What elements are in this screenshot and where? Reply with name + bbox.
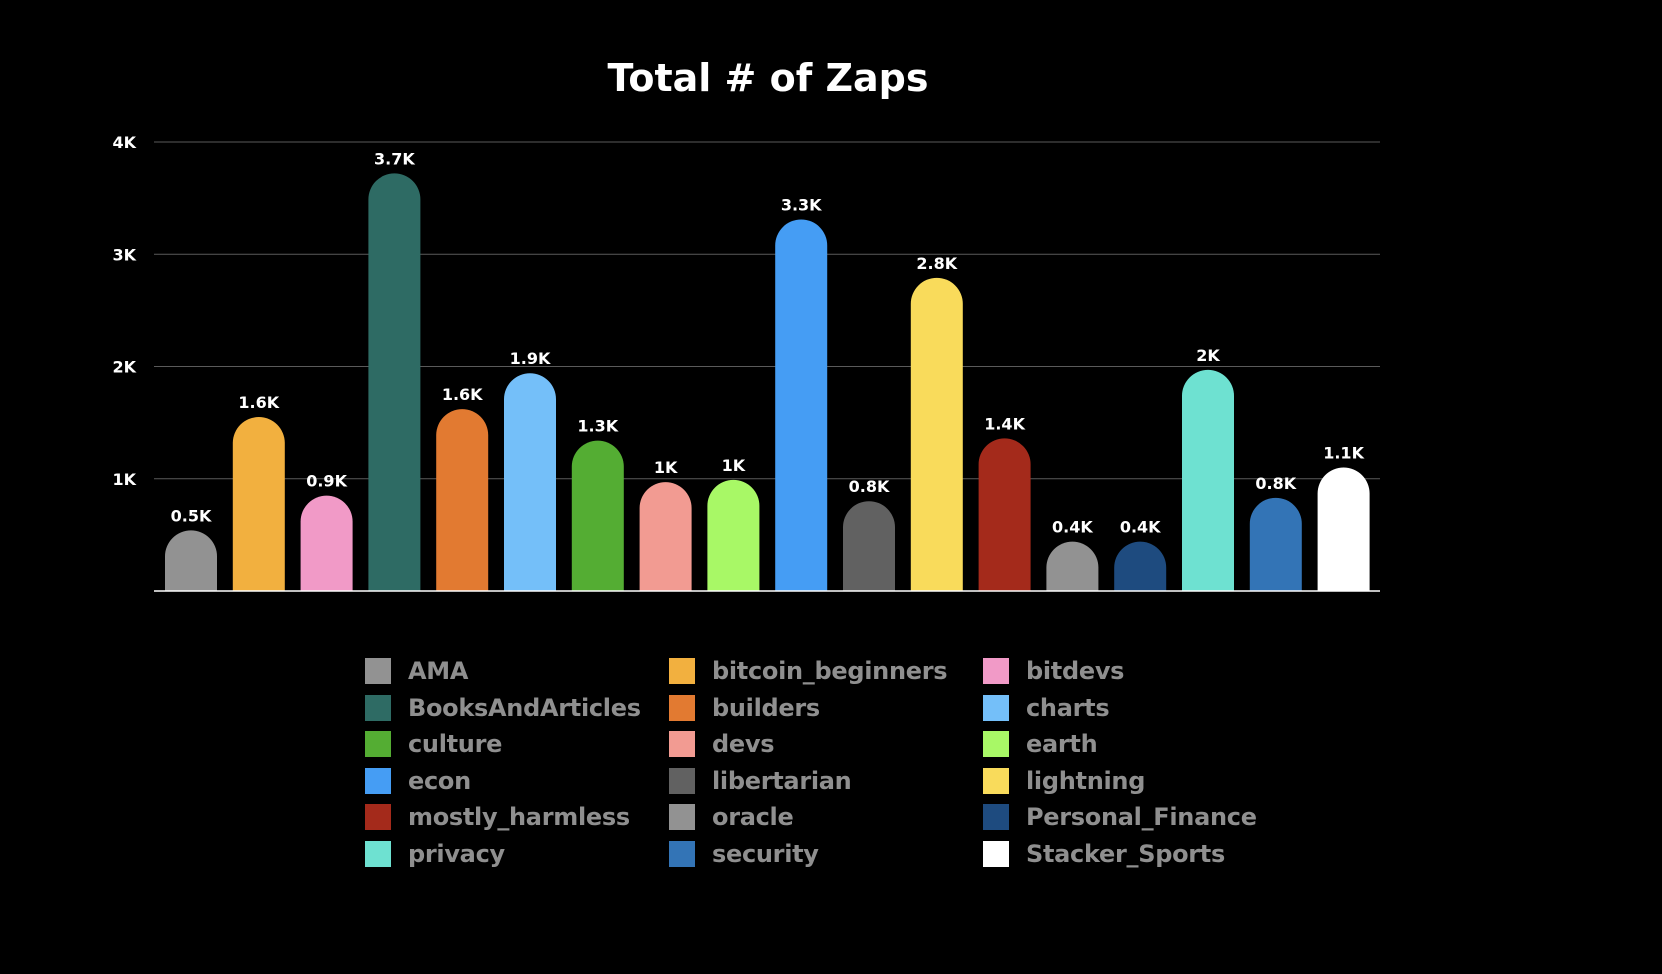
bar-builders xyxy=(436,409,489,591)
legend-item[interactable]: libertarian xyxy=(669,766,983,797)
data-label: 3.7K xyxy=(374,149,415,168)
data-label: 0.5K xyxy=(171,506,212,525)
legend-swatch xyxy=(983,731,1009,758)
legend-label: culture xyxy=(408,730,503,759)
legend-swatch xyxy=(983,694,1009,721)
legend-label: libertarian xyxy=(712,766,852,795)
data-label: 2K xyxy=(1196,346,1220,365)
data-label: 1.6K xyxy=(442,385,483,404)
legend-swatch xyxy=(669,840,695,867)
legend-item[interactable]: econ xyxy=(365,766,669,797)
bar-earth xyxy=(707,479,760,591)
legend-label: devs xyxy=(712,730,775,759)
bar-mostly_harmless xyxy=(978,438,1031,591)
legend-swatch xyxy=(669,804,695,831)
legend-item[interactable]: AMA xyxy=(365,656,669,687)
bar-BooksAndArticles xyxy=(368,173,421,591)
y-tick-label: 2K xyxy=(112,358,136,377)
data-label: 1.1K xyxy=(1323,444,1364,463)
bar-Stacker_Sports xyxy=(1317,467,1370,591)
legend-item[interactable]: earth xyxy=(983,729,1283,760)
legend-item[interactable]: Stacker_Sports xyxy=(983,839,1283,870)
legend-swatch xyxy=(365,767,391,794)
legend-item[interactable]: charts xyxy=(983,693,1283,724)
legend-swatch xyxy=(983,658,1009,685)
data-label: 0.8K xyxy=(849,477,890,496)
legend-label: builders xyxy=(712,693,820,722)
legend-swatch xyxy=(365,731,391,758)
bar-devs xyxy=(639,482,692,591)
legend-item[interactable]: bitcoin_beginners xyxy=(669,656,983,687)
data-label: 3.3K xyxy=(781,195,822,214)
legend-label: earth xyxy=(1026,730,1098,759)
bar-culture xyxy=(571,440,624,591)
legend-label: Personal_Finance xyxy=(1026,803,1257,832)
data-label: 0.4K xyxy=(1120,518,1161,537)
data-label: 1.6K xyxy=(238,393,279,412)
bar-chart: 1K 2K 3K 4K 0.5K 1.6K 0.9K 3.7K 1.6K 1.9K 1.3K 1K 1K… xyxy=(112,133,1380,592)
legend-label: bitcoin_beginners xyxy=(712,657,948,686)
y-tick-label: 1K xyxy=(112,470,136,489)
legend-item[interactable]: security xyxy=(669,839,983,870)
bar-lightning xyxy=(910,277,963,591)
legend-label: BooksAndArticles xyxy=(408,693,641,722)
legend-label: AMA xyxy=(408,657,469,686)
bar-econ xyxy=(775,219,828,591)
legend-item[interactable]: lightning xyxy=(983,766,1283,797)
data-label: 0.8K xyxy=(1255,474,1296,493)
legend: AMA bitcoin_beginners bitdevs BooksAndArtic… xyxy=(365,656,1283,869)
legend-swatch xyxy=(983,767,1009,794)
data-label: 1.4K xyxy=(984,414,1025,433)
legend-item[interactable]: BooksAndArticles xyxy=(365,693,669,724)
legend-label: mostly_harmless xyxy=(408,803,630,832)
legend-label: privacy xyxy=(408,839,505,868)
bar-bitdevs xyxy=(300,495,353,591)
legend-item[interactable]: privacy xyxy=(365,839,669,870)
data-label: 1.3K xyxy=(577,417,618,436)
legend-swatch xyxy=(365,840,391,867)
legend-label: security xyxy=(712,839,819,868)
bar-privacy xyxy=(1182,369,1234,591)
data-label: 2.8K xyxy=(916,254,957,273)
legend-label: econ xyxy=(408,766,471,795)
legend-label: lightning xyxy=(1026,766,1146,795)
chart-title: Total # of Zaps xyxy=(607,56,929,100)
legend-swatch xyxy=(365,658,391,685)
legend-label: oracle xyxy=(712,803,794,832)
legend-swatch xyxy=(983,804,1009,831)
legend-swatch xyxy=(983,840,1009,867)
legend-swatch xyxy=(669,767,695,794)
bar-bitcoin_beginners xyxy=(232,417,285,591)
legend-swatch xyxy=(365,804,391,831)
legend-item[interactable]: bitdevs xyxy=(983,656,1283,687)
data-label: 1.9K xyxy=(510,349,551,368)
bar-libertarian xyxy=(843,501,895,591)
bar-oracle xyxy=(1046,541,1099,591)
data-label: 0.4K xyxy=(1052,518,1093,537)
data-label: 1K xyxy=(722,456,746,475)
legend-swatch xyxy=(669,731,695,758)
legend-label: charts xyxy=(1026,693,1110,722)
legend-item[interactable]: builders xyxy=(669,693,983,724)
legend-swatch xyxy=(669,658,695,685)
y-tick-label: 3K xyxy=(112,245,136,264)
bar-AMA xyxy=(165,530,218,591)
y-tick-label: 4K xyxy=(112,133,136,152)
legend-item[interactable]: oracle xyxy=(669,802,983,833)
legend-label: Stacker_Sports xyxy=(1026,839,1225,868)
legend-item[interactable]: devs xyxy=(669,729,983,760)
data-label: 0.9K xyxy=(306,472,347,491)
bar-charts xyxy=(504,373,556,591)
legend-swatch xyxy=(365,694,391,721)
bar-security xyxy=(1249,497,1302,591)
legend-item[interactable]: mostly_harmless xyxy=(365,802,669,833)
legend-swatch xyxy=(669,694,695,721)
legend-item[interactable]: Personal_Finance xyxy=(983,802,1283,833)
bar-Personal_Finance xyxy=(1114,541,1167,591)
legend-item[interactable]: culture xyxy=(365,729,669,760)
legend-label: bitdevs xyxy=(1026,657,1125,686)
data-label: 1K xyxy=(654,458,678,477)
